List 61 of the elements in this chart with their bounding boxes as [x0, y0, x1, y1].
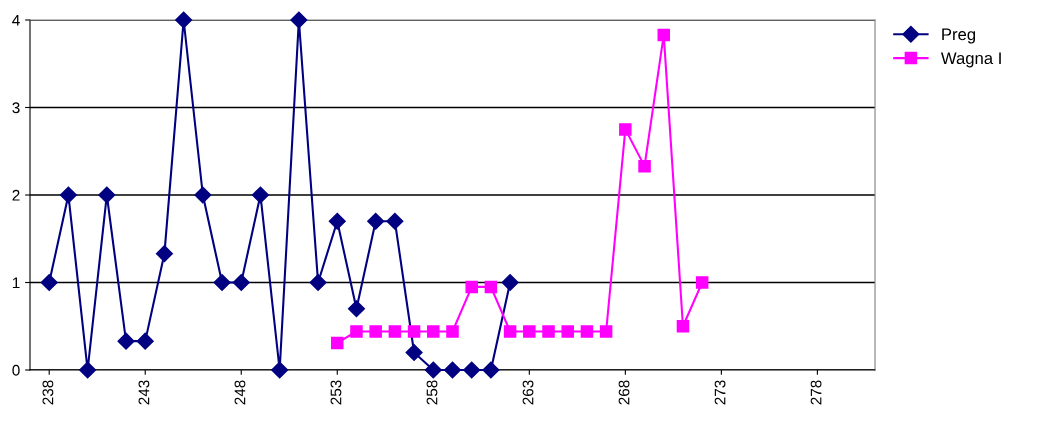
x-tick-label: 273 — [714, 380, 726, 405]
point — [503, 325, 517, 338]
point — [619, 123, 632, 136]
point — [542, 325, 555, 338]
point — [561, 325, 574, 338]
point — [331, 336, 344, 350]
x-tick-label: 243 — [138, 380, 150, 405]
point — [117, 332, 135, 350]
point — [328, 212, 346, 230]
point — [271, 361, 289, 379]
point — [465, 280, 478, 294]
point — [407, 325, 421, 338]
point — [427, 325, 440, 338]
point — [232, 273, 250, 292]
x-tick-label: 238 — [42, 380, 54, 405]
point — [676, 319, 690, 333]
point — [482, 361, 500, 379]
point — [367, 212, 385, 230]
point — [155, 245, 173, 263]
point — [59, 186, 77, 204]
point — [463, 361, 481, 379]
point — [638, 159, 651, 173]
y-tick-label: 2 — [12, 189, 20, 201]
point — [386, 212, 404, 230]
point — [251, 186, 270, 204]
point — [369, 325, 382, 338]
x-tick-label: 248 — [234, 380, 246, 405]
x-tick-label: 278 — [810, 380, 822, 405]
point — [136, 332, 154, 350]
y-tick-label: 3 — [12, 102, 20, 114]
point — [580, 325, 594, 338]
point — [40, 273, 58, 292]
y-tick-label: 4 — [12, 15, 20, 26]
point — [290, 11, 308, 29]
point — [424, 361, 442, 379]
x-tick-label: 253 — [330, 380, 342, 405]
legend-label: Preg — [942, 28, 976, 44]
point — [79, 361, 97, 379]
point — [194, 186, 212, 204]
point — [523, 325, 536, 338]
point — [501, 273, 519, 292]
point — [657, 28, 671, 42]
legend-label: Wagna I — [940, 52, 1001, 68]
point — [388, 325, 402, 338]
point — [446, 325, 459, 338]
x-tick-label: 258 — [426, 380, 438, 405]
point — [695, 276, 709, 289]
point — [350, 325, 363, 338]
y-tick-label: 0 — [12, 364, 20, 376]
point — [309, 273, 327, 292]
x-tick-label: 263 — [522, 380, 534, 405]
point — [213, 273, 231, 292]
x-tick-label: 268 — [618, 380, 630, 405]
point — [175, 11, 193, 29]
point — [484, 280, 498, 294]
y-tick-label: 1 — [12, 277, 20, 289]
point — [98, 186, 116, 204]
point — [347, 300, 366, 318]
point — [599, 325, 613, 338]
point — [443, 361, 462, 379]
point — [405, 343, 423, 362]
